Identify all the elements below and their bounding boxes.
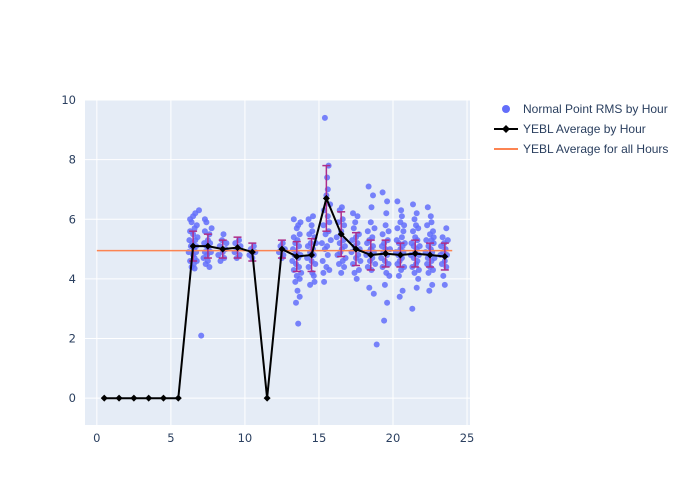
svg-text:15: 15 — [312, 431, 327, 445]
svg-text:2: 2 — [69, 332, 76, 346]
legend-item-average-all-hours[interactable]: YEBL Average for all Hours — [492, 139, 668, 159]
svg-text:0: 0 — [93, 431, 100, 445]
hline-icon — [494, 148, 518, 150]
svg-text:10: 10 — [238, 431, 253, 445]
svg-text:8: 8 — [69, 153, 76, 167]
svg-text:0: 0 — [69, 391, 76, 405]
svg-text:20: 20 — [386, 431, 401, 445]
svg-text:6: 6 — [69, 212, 76, 226]
legend-item-normal-point-rms[interactable]: Normal Point RMS by Hour — [492, 99, 668, 119]
legend-label-average-all-hours: YEBL Average for all Hours — [523, 142, 669, 156]
legend: Normal Point RMS by Hour YEBL Average by… — [492, 99, 668, 159]
scatter-marker-icon — [502, 105, 510, 113]
legend-label-average-by-hour: YEBL Average by Hour — [523, 122, 646, 136]
line-marker-icon — [494, 125, 518, 133]
svg-text:4: 4 — [69, 272, 76, 286]
svg-text:10: 10 — [61, 93, 76, 107]
legend-label-normal-point-rms: Normal Point RMS by Hour — [523, 102, 668, 116]
svg-text:25: 25 — [460, 431, 475, 445]
legend-item-average-by-hour[interactable]: YEBL Average by Hour — [492, 119, 668, 139]
svg-text:5: 5 — [167, 431, 174, 445]
